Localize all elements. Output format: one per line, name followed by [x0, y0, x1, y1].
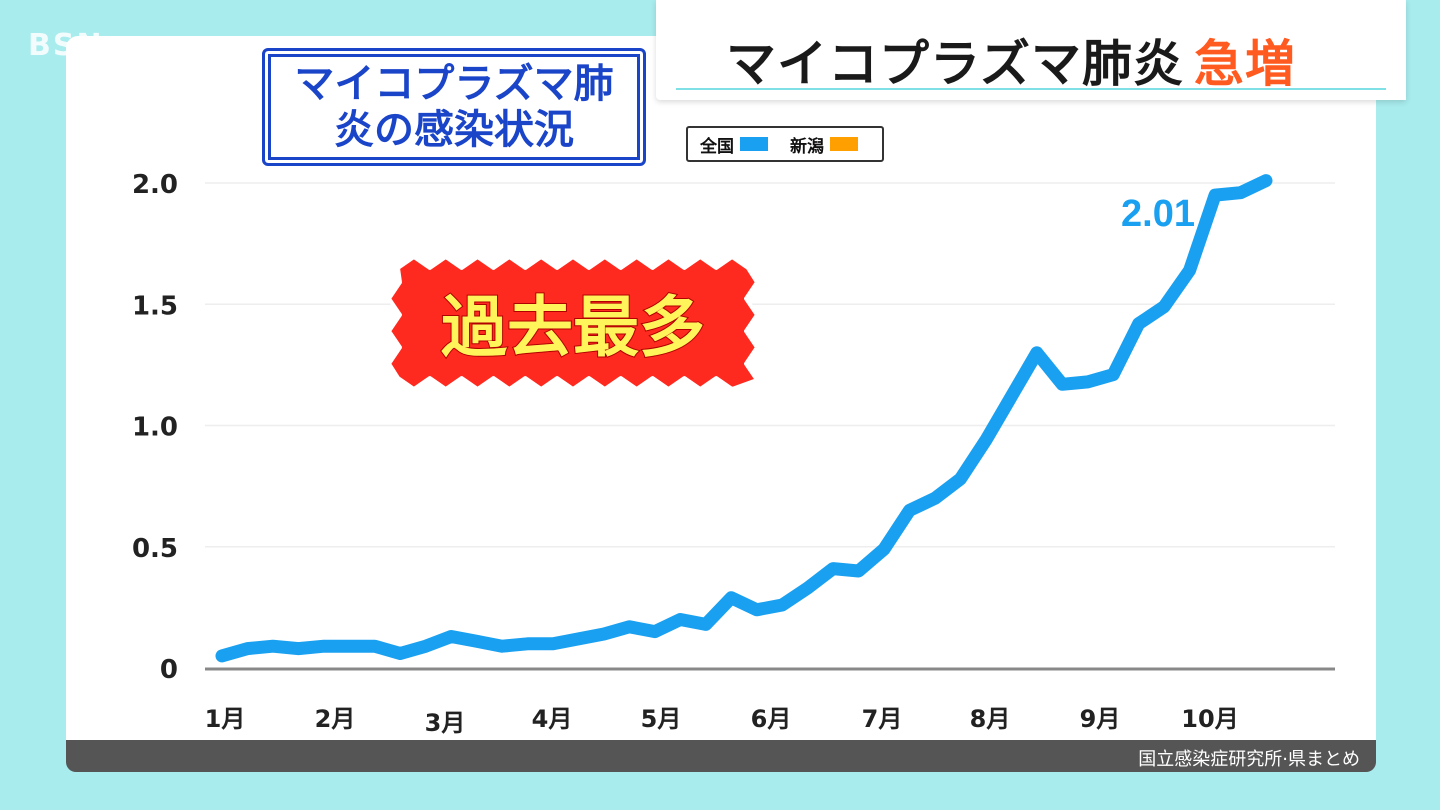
- x-tick-label: 3月: [425, 709, 466, 737]
- y-tick-label: 0.5: [132, 534, 178, 564]
- source-bar: 国立感染症研究所·県まとめ: [66, 740, 1376, 772]
- value-annotation: 2.01: [1121, 193, 1195, 235]
- title-accent: 急増: [1194, 35, 1296, 93]
- x-tick-label: 7月: [862, 705, 903, 733]
- legend-label-national: 全国: [700, 136, 734, 157]
- chart-legend: 全国 新潟: [686, 126, 884, 162]
- x-tick-label: 1月: [205, 705, 246, 733]
- x-tick-label: 5月: [641, 705, 682, 733]
- x-tick-label: 2月: [315, 705, 356, 733]
- x-tick-label: 6月: [751, 705, 792, 733]
- broadcaster-logo: BSN: [28, 28, 104, 63]
- record-high-text: 過去最多: [441, 289, 705, 366]
- x-tick-label: 9月: [1080, 705, 1121, 733]
- y-tick-label: 1.0: [132, 413, 178, 443]
- y-tick-label: 0: [160, 655, 178, 685]
- page-title: マイコプラズマ肺炎 急増: [726, 24, 1296, 96]
- x-tick-label: 8月: [970, 705, 1011, 733]
- legend-swatch-national: [740, 137, 768, 151]
- legend-swatch-niigata: [830, 137, 858, 151]
- x-tick-label: 4月: [532, 705, 573, 733]
- y-tick-label: 2.0: [132, 170, 178, 200]
- series-line-national: [215, 174, 1273, 663]
- header-divider: [676, 88, 1386, 90]
- header-card: マイコプラズマ肺炎 急増: [656, 0, 1406, 100]
- subtitle-line-1: マイコプラズマ肺: [294, 61, 614, 107]
- legend-label-niigata: 新潟: [790, 136, 824, 157]
- subtitle-box: マイコプラズマ肺 炎の感染状況: [262, 48, 646, 166]
- record-high-badge: [387, 255, 759, 391]
- title-main: マイコプラズマ肺炎: [726, 35, 1184, 93]
- x-tick-label: 10月: [1181, 705, 1238, 733]
- source-credit: 国立感染症研究所·県まとめ: [1138, 749, 1360, 770]
- y-tick-label: 1.5: [132, 291, 178, 321]
- subtitle-line-2: 炎の感染状況: [334, 107, 574, 153]
